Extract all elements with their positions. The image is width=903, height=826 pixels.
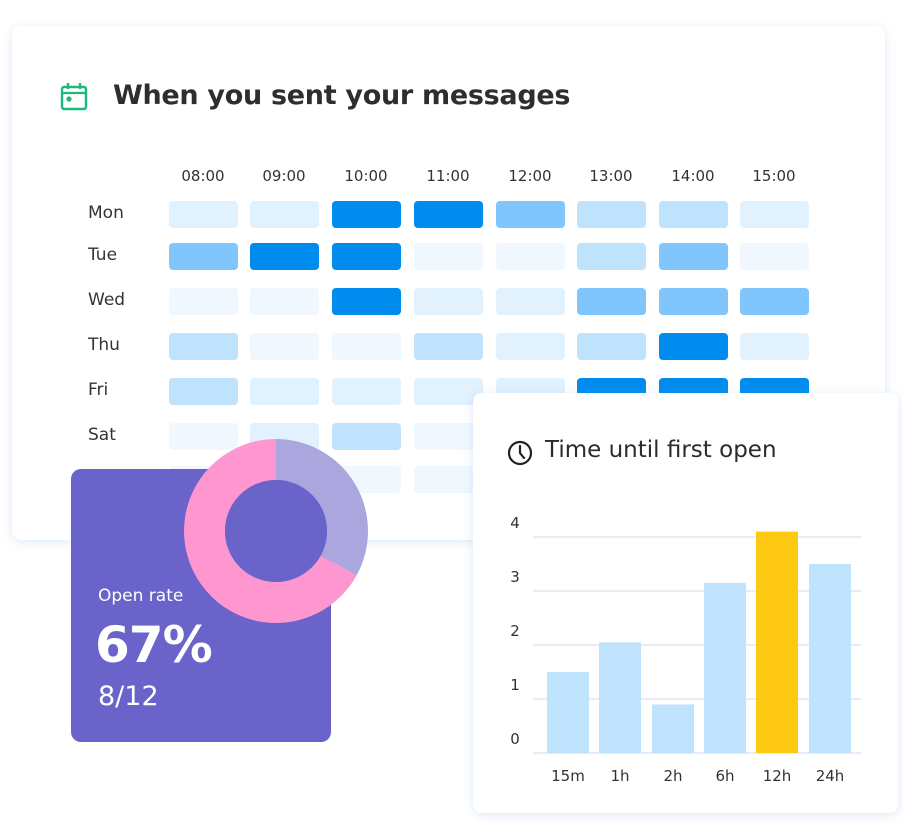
hour-label: 15:00 xyxy=(752,167,796,185)
day-label: Wed xyxy=(88,290,126,310)
heatmap-cell[interactable] xyxy=(414,288,483,315)
heatmap-cell[interactable] xyxy=(332,333,401,360)
bar-6h[interactable] xyxy=(704,582,746,753)
bar-chart-title: Time until first open xyxy=(545,437,777,463)
y-tick-label: 4 xyxy=(510,514,520,532)
hour-label: 14:00 xyxy=(671,167,715,185)
hour-label: 08:00 xyxy=(181,167,225,185)
heatmap-cell[interactable] xyxy=(740,333,809,360)
heatmap-cell[interactable] xyxy=(577,201,646,228)
day-label: Tue xyxy=(88,245,118,265)
heatmap-cell[interactable] xyxy=(169,288,238,315)
heatmap-cell[interactable] xyxy=(414,333,483,360)
heatmap-cell[interactable] xyxy=(250,243,319,270)
bar-15m[interactable] xyxy=(547,672,589,753)
heatmap-cell[interactable] xyxy=(250,378,319,405)
heatmap-cell[interactable] xyxy=(577,288,646,315)
bar-2h[interactable] xyxy=(652,704,694,753)
donut-hole xyxy=(225,480,327,582)
bar-24h[interactable] xyxy=(809,564,851,753)
heatmap-title: When you sent your messages xyxy=(113,80,571,111)
bar-chart: 0 1 2 3 4 15m 1h 2h 6h 12h 24h xyxy=(510,514,861,785)
heatmap-cell[interactable] xyxy=(250,201,319,228)
heatmap-cell[interactable] xyxy=(496,288,565,315)
x-tick-label: 2h xyxy=(663,767,682,785)
heatmap-cell[interactable] xyxy=(740,288,809,315)
heatmap-cell[interactable] xyxy=(250,288,319,315)
heatmap-cell[interactable] xyxy=(169,243,238,270)
open-rate-donut xyxy=(183,439,368,623)
heatmap-cell[interactable] xyxy=(169,333,238,360)
heatmap-cell[interactable] xyxy=(332,423,401,450)
heatmap-cell[interactable] xyxy=(332,243,401,270)
heatmap-cell[interactable] xyxy=(169,423,238,450)
heatmap-cell[interactable] xyxy=(496,333,565,360)
x-tick-label: 1h xyxy=(610,767,629,785)
donut-slice-unopened xyxy=(276,439,368,576)
x-tick-label: 6h xyxy=(715,767,734,785)
day-label: Thu xyxy=(88,335,120,355)
heatmap-cell[interactable] xyxy=(332,378,401,405)
day-label: Sat xyxy=(88,425,116,445)
calendar-icon xyxy=(60,83,88,111)
day-label: Mon xyxy=(88,203,124,223)
heatmap-cell[interactable] xyxy=(414,243,483,270)
heatmap-cell[interactable] xyxy=(659,243,728,270)
heatmap-cell[interactable] xyxy=(169,378,238,405)
hour-label: 13:00 xyxy=(589,167,633,185)
hour-label: 09:00 xyxy=(262,167,306,185)
heatmap-cell[interactable] xyxy=(740,243,809,270)
x-tick-label: 15m xyxy=(551,767,585,785)
hour-label: 11:00 xyxy=(426,167,470,185)
heatmap-cell[interactable] xyxy=(332,201,401,228)
open-rate-fraction: 8/12 xyxy=(98,681,159,712)
heatmap-cell[interactable] xyxy=(414,466,483,493)
hour-label: 12:00 xyxy=(508,167,552,185)
heatmap-cell[interactable] xyxy=(577,333,646,360)
heatmap-cell[interactable] xyxy=(414,378,483,405)
heatmap-cell[interactable] xyxy=(659,201,728,228)
heatmap-cell[interactable] xyxy=(496,201,565,228)
clock-icon xyxy=(507,440,533,466)
x-tick-label: 12h xyxy=(763,767,792,785)
y-tick-label: 3 xyxy=(510,568,520,586)
donut-slice-opened xyxy=(183,439,357,623)
heatmap-cell[interactable] xyxy=(250,333,319,360)
heatmap-cell[interactable] xyxy=(577,243,646,270)
hour-label: 10:00 xyxy=(344,167,388,185)
heatmap-cell[interactable] xyxy=(496,243,565,270)
bar-1h[interactable] xyxy=(599,642,641,753)
heatmap-cell[interactable] xyxy=(659,288,728,315)
heatmap-cell[interactable] xyxy=(332,288,401,315)
y-tick-label: 2 xyxy=(510,622,520,640)
y-tick-label: 0 xyxy=(510,730,520,748)
bar-12h[interactable] xyxy=(756,531,798,753)
heatmap-cell[interactable] xyxy=(414,201,483,228)
heatmap-cell[interactable] xyxy=(740,201,809,228)
open-rate-percent: 67% xyxy=(95,616,213,674)
x-tick-label: 24h xyxy=(816,767,845,785)
heatmap-cell[interactable] xyxy=(169,201,238,228)
y-tick-label: 1 xyxy=(510,676,520,694)
heatmap-cell[interactable] xyxy=(659,333,728,360)
heatmap-cell[interactable] xyxy=(414,423,483,450)
open-rate-label: Open rate xyxy=(98,586,184,606)
day-label: Fri xyxy=(88,380,109,400)
